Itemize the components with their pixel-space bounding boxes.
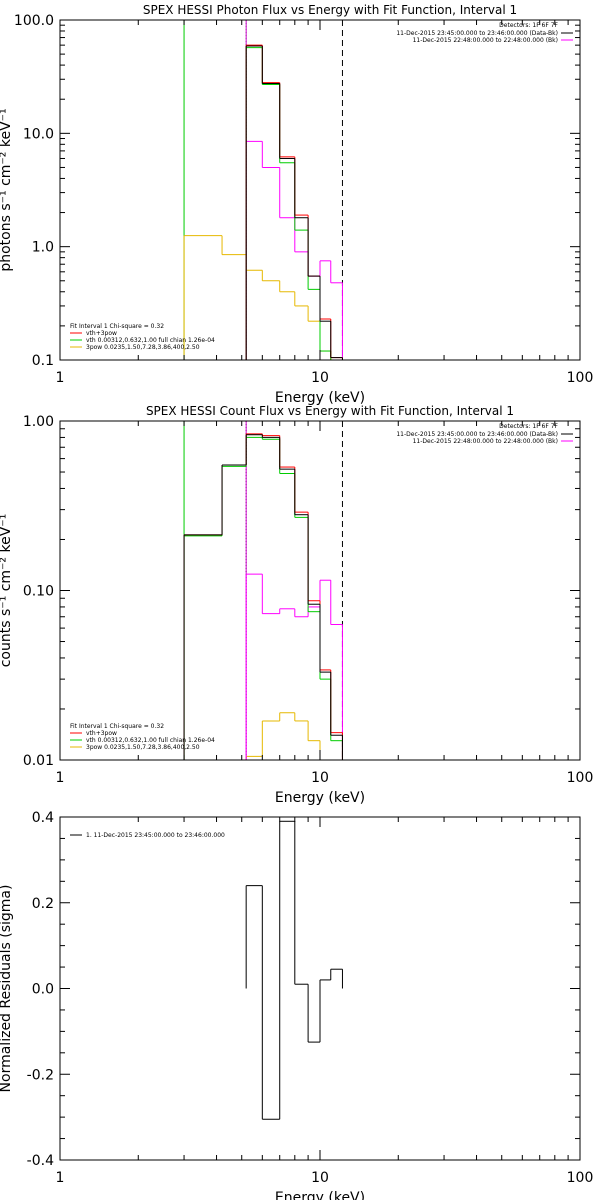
legend-item-label: 3pow 0.0235,1.50,7.28,3.86,400,2.50 (86, 744, 200, 751)
chart-panel-1: 1 10 100 0.1 1.0 10.0 100.0 SPEX HESSI Photon F… (0, 3, 593, 406)
legend-header: Detectors: 1F 6F 7F (499, 423, 558, 430)
legend-item-label: 11-Dec-2015 22:48:00.000 to 22:48:00.000… (413, 438, 558, 445)
y-tick-label: 100.0 (14, 13, 54, 29)
series-2 (245, 573, 343, 760)
legend-item-label: 11-Dec-2015 23:45:00.000 to 23:46:00.000… (396, 431, 558, 438)
y-axis-label: Normalized Residuals (sigma) (0, 885, 14, 1093)
series-1 (245, 712, 331, 760)
series-5 (245, 45, 343, 360)
x-axis-label: Energy (keV) (275, 1190, 365, 1200)
y-tick-label: 0.4 (32, 810, 54, 826)
series-group (183, 44, 343, 360)
legend-item-label: 3pow 0.0235,1.50,7.28,3.86,400,2.50 (86, 344, 200, 351)
series-5 (183, 434, 343, 760)
chart-panel-3: 1 10 100 -0.4 -0.2 0.0 0.2 0.4 Energy (keV) Norma… (0, 810, 593, 1200)
series-3 (183, 436, 343, 760)
y-tick-label: 1.00 (23, 414, 54, 430)
series-group (245, 820, 343, 1120)
chart-panel-2: 1 10 100 0.01 0.10 1.00 SPEX HESSI Count Flux … (0, 404, 593, 806)
x-tick-label: 1 (56, 370, 65, 386)
x-tick-label: 10 (311, 1170, 329, 1186)
y-tick-label: 0.0 (32, 982, 54, 998)
y-tick-label: -0.2 (27, 1067, 54, 1083)
x-tick-label: 100 (567, 770, 594, 786)
x-axis-label: Energy (keV) (275, 390, 365, 406)
legend-item-label: vth 0.00312,0.632,1.00 full chian 1.26e-… (86, 337, 215, 344)
x-tick-label: 10 (311, 770, 329, 786)
y-tick-label: 1.0 (32, 240, 54, 256)
x-tick-label: 1 (56, 770, 65, 786)
series-group (183, 433, 343, 760)
series-1 (245, 820, 343, 1120)
chart-title: SPEX HESSI Photon Flux vs Energy with Fi… (143, 3, 517, 17)
y-tick-label: 0.10 (23, 584, 54, 600)
x-tick-label: 1 (56, 1170, 65, 1186)
legend-header: Fit Interval 1 Chi-square = 0.32 (70, 723, 164, 730)
legend-item-label: vth+3pow (86, 330, 117, 337)
legend-item-label: 1. 11-Dec-2015 23:45:00.000 to 23:46:00.… (86, 832, 225, 839)
y-tick-label: -0.4 (27, 1153, 54, 1169)
chart-title: SPEX HESSI Count Flux vs Energy with Fit… (146, 404, 514, 418)
y-tick-label: 10.0 (23, 126, 54, 142)
legend-item-label: vth 0.00312,0.632,1.00 full chian 1.26e-… (86, 737, 215, 744)
x-axis-label: Energy (keV) (275, 790, 365, 806)
y-axis-label: photons s⁻¹ cm⁻² keV⁻¹ (0, 108, 14, 271)
y-tick-label: 0.1 (32, 353, 54, 369)
legend-item-label: 11-Dec-2015 22:48:00.000 to 22:48:00.000… (413, 37, 558, 44)
legend-item-label: vth+3pow (86, 730, 117, 737)
legend-item-label: 11-Dec-2015 23:45:00.000 to 23:46:00.000… (396, 30, 558, 37)
legend-header: Fit Interval 1 Chi-square = 0.32 (70, 323, 164, 330)
x-tick-label: 100 (567, 370, 594, 386)
x-tick-label: 10 (311, 370, 329, 386)
x-tick-label: 100 (567, 1170, 594, 1186)
legend-header: Detectors: 1F 6F 7F (499, 22, 558, 29)
series-4 (183, 433, 343, 760)
y-tick-label: 0.2 (32, 896, 54, 912)
y-axis-label: counts s⁻¹ cm⁻² keV⁻¹ (0, 514, 14, 668)
y-tick-label: 0.01 (23, 753, 54, 769)
